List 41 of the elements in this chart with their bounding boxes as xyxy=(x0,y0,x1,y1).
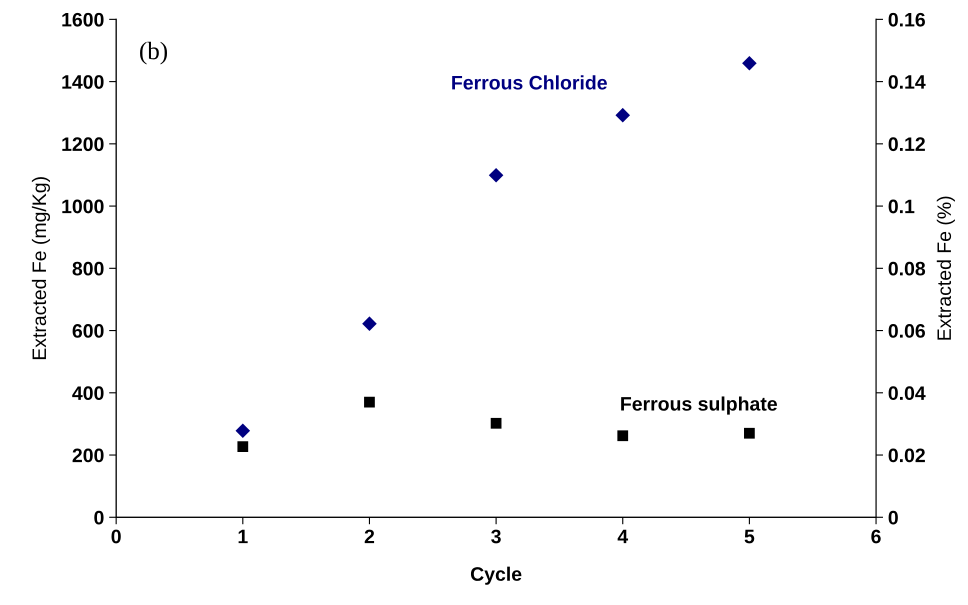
series-label: Ferrous Chloride xyxy=(452,75,607,90)
y2-tick-label: 0.04 xyxy=(888,386,926,400)
y-tick-label: 0 xyxy=(94,510,104,525)
point xyxy=(490,418,502,429)
y-tick-label: 1200 xyxy=(62,137,104,152)
point xyxy=(364,396,375,408)
point xyxy=(744,428,755,439)
y2-tick-label: 0.1 xyxy=(888,200,914,214)
point xyxy=(237,441,248,452)
y2-tick-label: 0 xyxy=(888,510,898,525)
series-label: Ferrous sulphate xyxy=(621,396,777,415)
y-tick-label: 200 xyxy=(72,448,104,462)
y2-tick-label: 0.08 xyxy=(888,262,926,276)
y-tick-label: 800 xyxy=(72,262,104,276)
y-tick-label: 400 xyxy=(72,386,104,400)
y-tick-label: 600 xyxy=(72,324,104,338)
y-axis-title: Extracted Fe (mg/Kg) xyxy=(32,177,50,360)
x-tick-label: 3 xyxy=(491,530,501,544)
x-tick-label: 2 xyxy=(364,530,374,544)
y2-tick-label: 0.06 xyxy=(888,324,925,338)
x-tick-label: 0 xyxy=(112,530,121,544)
point xyxy=(617,430,628,442)
y2-tick-label: 0.14 xyxy=(888,75,926,89)
y2-tick-label: 0.12 xyxy=(888,137,925,152)
annotation: (b) xyxy=(140,42,168,64)
point xyxy=(615,108,630,122)
y-tick-label: 1600 xyxy=(62,12,104,27)
point xyxy=(488,168,504,183)
y2-tick-label: 0.16 xyxy=(888,12,925,27)
y2-axis-title: Extracted Fe (%) xyxy=(936,196,955,340)
point xyxy=(236,423,250,438)
y2-tick-label: 0.02 xyxy=(888,448,925,462)
y-tick-label: 1400 xyxy=(62,75,104,89)
point xyxy=(742,56,757,71)
x-tick-label: 4 xyxy=(618,530,628,544)
x-axis-title: Cycle xyxy=(470,566,522,585)
y-tick-label: 1000 xyxy=(62,200,104,214)
x-tick-label: 1 xyxy=(238,530,248,544)
x-tick-label: 5 xyxy=(744,530,754,544)
x-tick-label: 6 xyxy=(871,530,881,544)
point xyxy=(362,316,377,331)
